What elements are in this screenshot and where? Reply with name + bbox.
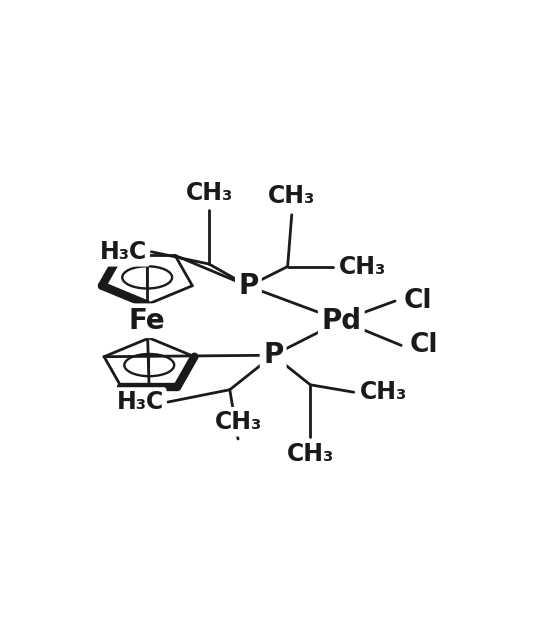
- Text: CH₃: CH₃: [214, 410, 262, 434]
- Text: CH₃: CH₃: [340, 255, 386, 278]
- Text: H₃C: H₃C: [116, 390, 164, 414]
- Text: Fe: Fe: [129, 307, 165, 335]
- Text: Cl: Cl: [409, 332, 438, 358]
- Text: P: P: [263, 341, 283, 369]
- Text: H₃C: H₃C: [100, 240, 147, 264]
- Text: P: P: [238, 272, 259, 300]
- Text: CH₃: CH₃: [360, 380, 407, 404]
- Text: CH₃: CH₃: [268, 184, 316, 208]
- Text: CH₃: CH₃: [287, 442, 334, 466]
- Text: CH₃: CH₃: [185, 180, 233, 205]
- Text: Cl: Cl: [403, 288, 432, 314]
- Text: Pd: Pd: [321, 307, 361, 335]
